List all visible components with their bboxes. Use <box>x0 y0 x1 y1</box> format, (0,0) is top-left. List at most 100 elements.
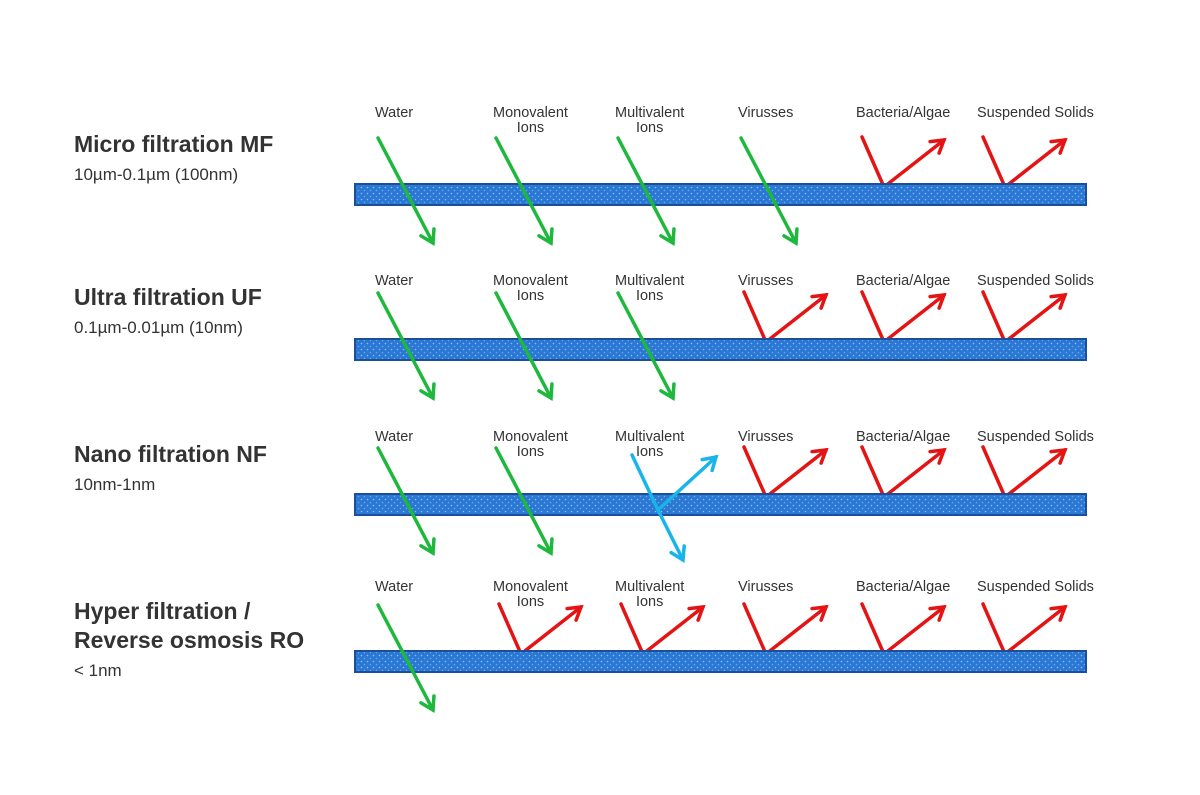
particle-label: Multivalent <box>615 579 684 595</box>
arrow-line <box>860 290 886 344</box>
arrow-head <box>928 604 947 622</box>
particle-label: Virusses <box>738 579 793 595</box>
row-title: Hyper filtration / <box>74 598 251 624</box>
particle-label: Ions <box>517 594 544 610</box>
row-range: 10nm-1nm <box>74 475 155 494</box>
arrow-head <box>928 292 947 310</box>
particle-label: Ions <box>636 444 663 460</box>
particle-label: Monovalent <box>493 273 568 289</box>
particle-label: Ions <box>636 288 663 304</box>
arrow-line <box>1003 448 1067 499</box>
particle-label: Water <box>375 429 413 445</box>
arrow-line <box>860 602 886 656</box>
row-range: 10µm-0.1µm (100nm) <box>74 165 238 184</box>
arrow-line <box>376 446 435 555</box>
particle-label: Monovalent <box>493 579 568 595</box>
particle-label: Ions <box>636 594 663 610</box>
arrow-head <box>419 537 436 556</box>
arrow-head <box>1049 447 1068 465</box>
arrow-line <box>619 602 645 656</box>
arrow-head <box>1049 137 1068 155</box>
arrow-line <box>630 453 660 512</box>
arrow-line <box>494 291 553 400</box>
row-range: 0.1µm-0.01µm (10nm) <box>74 318 243 337</box>
particle-label: Suspended Solids <box>977 105 1094 121</box>
arrow-line <box>860 445 886 499</box>
particle-label: Water <box>375 579 413 595</box>
row-title: Micro filtration MF <box>74 131 273 157</box>
arrow-line <box>1003 605 1067 656</box>
arrow-head <box>537 537 554 556</box>
arrow-line <box>981 445 1007 499</box>
particle-label: Virusses <box>738 273 793 289</box>
row-title: Nano filtration NF <box>74 441 267 467</box>
arrow-line <box>742 602 768 656</box>
arrow-line <box>519 605 583 656</box>
arrow-line <box>739 136 798 245</box>
arrow-line <box>641 605 705 656</box>
arrow-head <box>537 382 554 401</box>
arrow-line <box>882 448 946 499</box>
arrow-line <box>882 605 946 656</box>
arrow-line <box>764 293 828 344</box>
arrow-head <box>419 382 436 401</box>
row-title: Ultra filtration UF <box>74 284 262 310</box>
arrow-line <box>494 446 553 555</box>
arrow-line <box>742 290 768 344</box>
particle-label: Monovalent <box>493 105 568 121</box>
membrane <box>354 338 1087 361</box>
arrow-line <box>376 291 435 400</box>
arrow-line <box>860 135 886 189</box>
arrow-head <box>1049 292 1068 310</box>
arrow-head <box>928 137 947 155</box>
particle-label: Bacteria/Algae <box>856 429 950 445</box>
arrow-head <box>928 447 947 465</box>
arrow-head <box>1049 604 1068 622</box>
particle-label: Multivalent <box>615 273 684 289</box>
particle-label: Suspended Solids <box>977 273 1094 289</box>
arrow-line <box>1003 293 1067 344</box>
arrow-head <box>659 382 676 401</box>
arrow-line <box>376 136 435 245</box>
row-title: Reverse osmosis RO <box>74 627 304 653</box>
row-range: < 1nm <box>74 661 122 680</box>
arrow-line <box>656 455 718 512</box>
arrow-line <box>742 445 768 499</box>
arrow-head <box>419 694 436 713</box>
arrow-head <box>537 227 554 246</box>
arrow-head <box>810 292 829 310</box>
particle-label: Suspended Solids <box>977 579 1094 595</box>
arrow-line <box>497 602 523 656</box>
particle-label: Ions <box>517 444 544 460</box>
membrane <box>354 183 1087 206</box>
arrow-line <box>494 136 553 245</box>
arrow-line <box>981 135 1007 189</box>
arrow-line <box>764 448 828 499</box>
particle-label: Bacteria/Algae <box>856 105 950 121</box>
particle-label: Bacteria/Algae <box>856 579 950 595</box>
arrow-line <box>882 293 946 344</box>
arrow-head <box>782 227 799 246</box>
arrow-head <box>565 604 584 622</box>
arrow-line <box>981 602 1007 656</box>
particle-label: Ions <box>636 120 663 136</box>
arrow-head <box>810 447 829 465</box>
membrane <box>354 650 1087 673</box>
particle-label: Multivalent <box>615 105 684 121</box>
particle-label: Monovalent <box>493 429 568 445</box>
particle-label: Water <box>375 105 413 121</box>
arrow-line <box>616 136 675 245</box>
particle-label: Virusses <box>738 105 793 121</box>
arrow-line <box>981 290 1007 344</box>
particle-label: Water <box>375 273 413 289</box>
arrow-line <box>764 605 828 656</box>
arrow-head <box>419 227 436 246</box>
membrane <box>354 493 1087 516</box>
particle-label: Bacteria/Algae <box>856 273 950 289</box>
particle-label: Multivalent <box>615 429 684 445</box>
arrow-head <box>687 604 706 622</box>
particle-label: Virusses <box>738 429 793 445</box>
arrow-line <box>616 291 675 400</box>
arrow-line <box>656 508 685 562</box>
